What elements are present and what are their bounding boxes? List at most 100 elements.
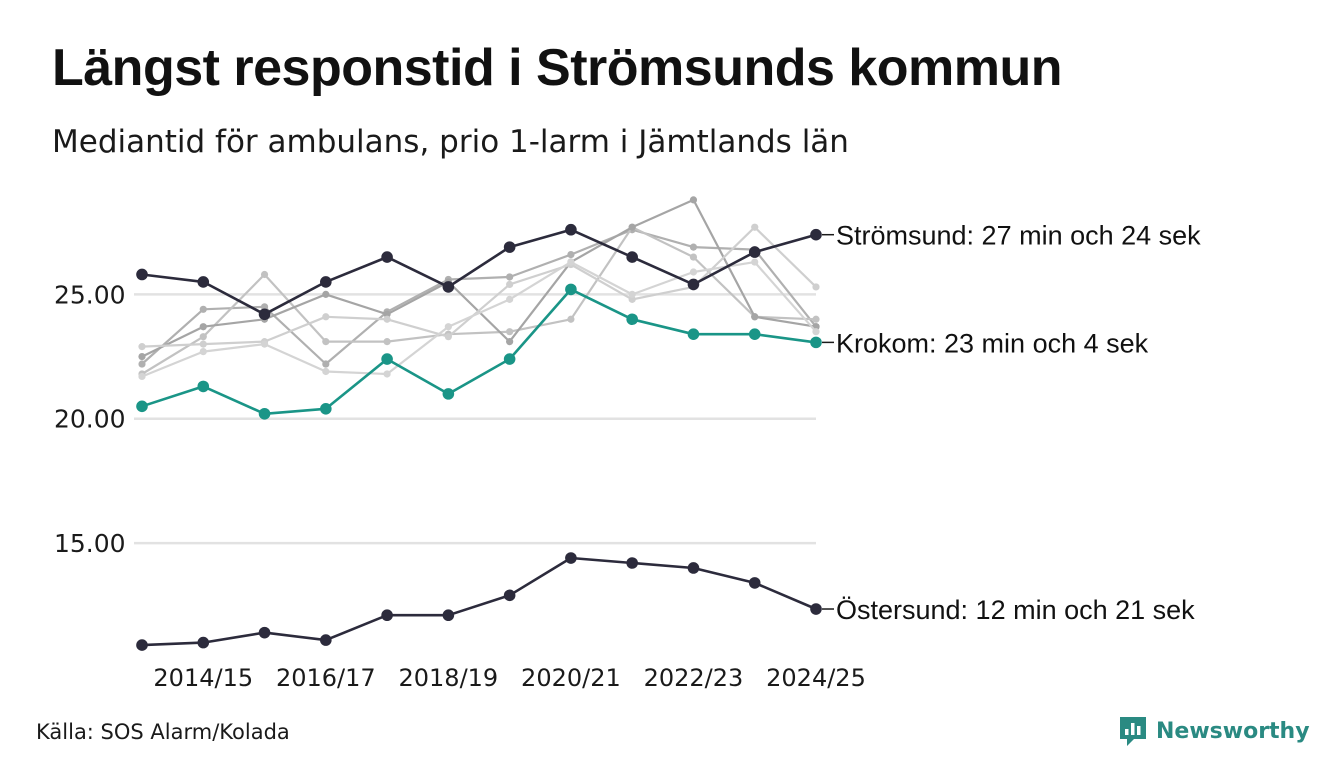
data-point-stromsund <box>258 308 271 321</box>
data-point-krokom <box>626 313 638 326</box>
data-point-kommun-c <box>689 196 698 204</box>
data-point-ostersund <box>197 636 210 649</box>
series-line-kommun-d <box>140 226 818 348</box>
data-point-ostersund <box>626 557 638 569</box>
data-point-kommun-d <box>322 313 330 321</box>
data-point-kommun-a <box>689 243 698 251</box>
data-point-kommun-d <box>628 295 636 303</box>
series-ostersund <box>136 552 822 651</box>
x-tick-label: 2018/19 <box>399 664 499 692</box>
background-series <box>138 196 820 381</box>
data-point-kommun-e <box>506 295 514 303</box>
data-point-krokom <box>258 407 271 420</box>
newsworthy-logo-icon <box>1120 717 1146 746</box>
data-point-kommun-b <box>199 333 207 341</box>
data-point-ostersund <box>258 626 271 639</box>
x-tick-label: 2020/21 <box>521 664 621 692</box>
series-label-stromsund: Strömsund: 27 min och 24 sek <box>836 221 1201 251</box>
data-point-kommun-b <box>689 253 698 261</box>
data-point-kommun-c <box>506 338 514 346</box>
series-line-kommun-b <box>140 226 818 376</box>
data-point-kommun-e <box>260 340 269 348</box>
chart-title: Längst responstid i Strömsunds kommun <box>52 39 1063 97</box>
data-point-kommun-c <box>628 223 636 231</box>
x-tick-label: 2016/17 <box>276 664 376 692</box>
data-point-kommun-d <box>199 340 207 348</box>
series-kommun-d <box>138 223 820 351</box>
data-point-kommun-d <box>444 333 452 341</box>
line-chart: 15.00 20.00 25.00 2014/15 2016/17 2018/19 202… <box>54 196 1201 692</box>
y-tick-label: 25.00 <box>54 280 126 309</box>
y-tick-label: 15.00 <box>54 529 126 558</box>
data-point-kommun-c <box>138 352 146 361</box>
data-point-krokom <box>503 353 516 365</box>
data-point-kommun-b <box>260 270 269 279</box>
data-point-stromsund <box>320 276 332 288</box>
data-point-krokom <box>320 402 332 415</box>
x-axis-ticks: 2014/15 2016/17 2018/19 2020/21 2022/23 2024/… <box>153 664 865 692</box>
data-point-krokom <box>565 283 577 296</box>
data-point-ostersund <box>442 609 455 622</box>
data-point-kommun-b <box>383 338 391 346</box>
data-point-kommun-b <box>506 328 514 336</box>
data-point-krokom <box>381 353 393 365</box>
data-point-kommun-a <box>567 250 575 259</box>
data-point-ostersund <box>381 609 393 622</box>
y-axis-ticks: 15.00 20.00 25.00 <box>54 280 126 558</box>
data-point-ostersund <box>503 589 516 602</box>
series-stromsund <box>136 223 822 321</box>
data-point-stromsund <box>136 268 148 281</box>
data-point-stromsund <box>626 251 638 263</box>
data-point-kommun-c <box>751 313 759 321</box>
data-point-stromsund <box>381 251 393 263</box>
data-point-kommun-c <box>322 290 330 298</box>
data-point-kommun-d <box>506 280 514 289</box>
y-tick-label: 20.00 <box>54 405 126 434</box>
data-point-kommun-a <box>260 303 269 311</box>
data-point-ostersund <box>136 639 148 651</box>
data-point-kommun-a <box>506 273 514 281</box>
data-point-ostersund <box>320 634 332 646</box>
series-krokom <box>136 283 822 420</box>
data-point-stromsund <box>565 223 577 236</box>
data-point-ostersund <box>687 562 700 574</box>
data-point-kommun-e <box>751 258 759 266</box>
data-point-kommun-a <box>322 360 330 368</box>
series-line-krokom <box>140 288 818 416</box>
data-point-kommun-d <box>812 283 820 291</box>
data-point-kommun-c <box>199 323 207 331</box>
data-point-kommun-e <box>628 290 636 298</box>
data-point-krokom <box>687 328 700 340</box>
brand-logo: Newsworthy <box>1118 713 1310 749</box>
data-point-stromsund <box>442 281 455 293</box>
data-point-kommun-b <box>567 315 575 323</box>
series-labels: Strömsund: 27 min och 24 sek Krokom: 23 m… <box>822 221 1201 625</box>
data-point-kommun-e <box>199 347 207 356</box>
data-point-ostersund <box>810 603 822 615</box>
x-tick-label: 2024/25 <box>766 664 866 692</box>
chart-subtitle: Mediantid för ambulans, prio 1-larm i Jä… <box>52 124 849 160</box>
source-note: Källa: SOS Alarm/Kolada <box>36 720 290 744</box>
data-point-kommun-d <box>383 315 391 323</box>
data-point-kommun-e <box>689 268 698 276</box>
data-point-kommun-e <box>567 258 575 266</box>
data-point-kommun-e <box>138 372 146 381</box>
data-point-krokom <box>748 328 761 340</box>
series-line-kommun-e <box>140 261 818 378</box>
data-point-kommun-e <box>812 328 820 336</box>
gridlines <box>134 293 816 545</box>
data-point-stromsund <box>810 228 822 241</box>
series-line-kommun-a <box>140 228 818 366</box>
highlight-series <box>136 223 822 651</box>
data-point-ostersund <box>748 577 761 589</box>
data-point-kommun-e <box>322 367 330 376</box>
brand-name: Newsworthy <box>1156 718 1310 744</box>
data-point-kommun-d <box>138 343 146 351</box>
data-point-kommun-c <box>383 310 391 318</box>
data-point-stromsund <box>748 246 761 258</box>
data-point-kommun-b <box>322 338 330 346</box>
data-point-krokom <box>136 400 148 413</box>
series-label-krokom: Krokom: 23 min och 4 sek <box>836 328 1149 358</box>
data-point-kommun-a <box>199 305 207 313</box>
series-line-stromsund <box>140 228 818 316</box>
